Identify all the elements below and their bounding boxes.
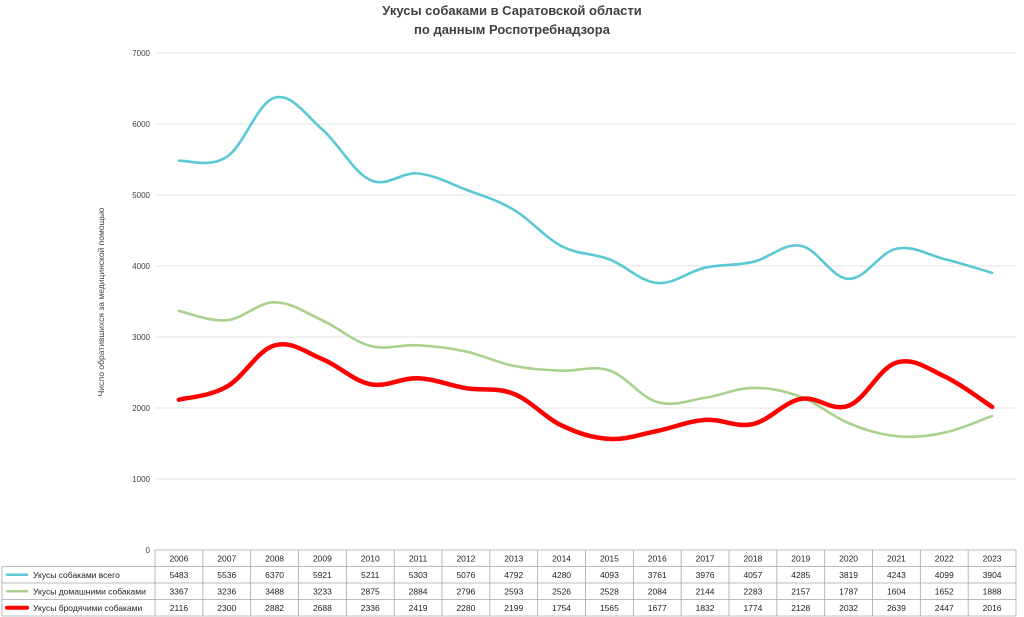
data-label: 4057 <box>743 570 762 580</box>
data-label: 2300 <box>217 603 236 613</box>
data-label: 2032 <box>839 603 858 613</box>
y-tick-label: 6000 <box>132 120 150 129</box>
x-tick-label: 2012 <box>456 553 475 563</box>
data-label: 4280 <box>552 570 571 580</box>
data-label: 2128 <box>791 603 810 613</box>
chart-subtitle: по данным Роспотребнадзора <box>414 22 611 37</box>
data-label: 1832 <box>696 603 715 613</box>
data-label: 1774 <box>743 603 762 613</box>
x-tick-label: 2016 <box>648 553 667 563</box>
data-label: 3367 <box>169 586 188 596</box>
x-tick-label: 2011 <box>409 553 428 563</box>
x-tick-label: 2020 <box>839 553 858 563</box>
y-tick-label: 0 <box>146 546 151 555</box>
y-tick-label: 1000 <box>132 475 150 484</box>
legend-label: Укусы собаками всего <box>33 570 120 580</box>
x-tick-label: 2013 <box>504 553 523 563</box>
data-label: 2639 <box>887 603 906 613</box>
data-label: 1677 <box>648 603 667 613</box>
y-axis-ticks: 0 1000 2000 3000 4000 5000 6000 7000 <box>132 49 150 555</box>
data-label: 2882 <box>265 603 284 613</box>
data-label: 4093 <box>600 570 619 580</box>
data-label: 2144 <box>696 586 715 596</box>
data-label: 5076 <box>456 570 475 580</box>
x-tick-label: 2017 <box>696 553 715 563</box>
series-line-domestic <box>177 301 994 439</box>
data-label: 1604 <box>887 586 906 596</box>
series-line-stray <box>176 342 995 442</box>
gridlines <box>155 52 1016 480</box>
y-tick-label: 7000 <box>132 49 150 58</box>
data-label: 5536 <box>217 570 236 580</box>
data-label: 3761 <box>648 570 667 580</box>
data-label: 2593 <box>504 586 523 596</box>
data-label: 2199 <box>504 603 523 613</box>
data-label: 2336 <box>361 603 380 613</box>
x-tick-label: 2015 <box>600 553 619 563</box>
y-tick-label: 5000 <box>132 191 150 200</box>
data-label: 2884 <box>409 586 428 596</box>
x-tick-label: 2007 <box>217 553 236 563</box>
data-label: 4099 <box>935 570 954 580</box>
data-label: 3904 <box>983 570 1002 580</box>
chart-title: Укусы собаками в Саратовской области <box>382 3 642 18</box>
data-label: 2280 <box>456 603 475 613</box>
data-label: 5211 <box>361 570 380 580</box>
legend-label: Укусы домашними собаками <box>33 586 146 596</box>
data-label: 2419 <box>409 603 428 613</box>
data-table: 2006 2007 2008 2009 2010 2011 2012 2013 2014 2015… <box>1 549 1017 617</box>
series-line-total <box>177 95 994 285</box>
data-label: 5483 <box>169 570 188 580</box>
data-label: 4285 <box>791 570 810 580</box>
data-label: 2084 <box>648 586 667 596</box>
y-tick-label: 3000 <box>132 333 150 342</box>
x-tick-label: 2021 <box>887 553 906 563</box>
data-label: 3236 <box>217 586 236 596</box>
data-label: 3233 <box>313 586 332 596</box>
data-label: 1888 <box>983 586 1002 596</box>
data-label: 2875 <box>361 586 380 596</box>
x-tick-label: 2018 <box>743 553 762 563</box>
data-label: 3488 <box>265 586 284 596</box>
data-label: 2447 <box>935 603 954 613</box>
data-label: 1787 <box>839 586 858 596</box>
data-label: 5303 <box>409 570 428 580</box>
x-tick-label: 2008 <box>265 553 284 563</box>
series-lines <box>176 95 995 442</box>
data-label: 2116 <box>170 603 189 613</box>
x-tick-label: 2014 <box>552 553 571 563</box>
x-tick-label: 2022 <box>935 553 954 563</box>
data-label: 2528 <box>600 586 619 596</box>
data-label: 1652 <box>935 586 954 596</box>
x-tick-label: 2019 <box>791 553 810 563</box>
data-label: 2688 <box>313 603 332 613</box>
data-label: 3819 <box>839 570 858 580</box>
y-tick-label: 2000 <box>132 404 150 413</box>
y-tick-label: 4000 <box>132 262 150 271</box>
data-label: 2526 <box>552 586 571 596</box>
legend-label: Укусы бродячими собаками <box>33 603 142 613</box>
data-label: 3976 <box>696 570 715 580</box>
data-label: 4792 <box>504 570 523 580</box>
data-label: 2283 <box>743 586 762 596</box>
x-tick-label: 2006 <box>169 553 188 563</box>
data-label: 2157 <box>791 586 810 596</box>
data-label: 4243 <box>887 570 906 580</box>
x-tick-label: 2023 <box>983 553 1002 563</box>
data-label: 6370 <box>265 570 284 580</box>
data-label: 2796 <box>456 586 475 596</box>
data-label: 1565 <box>600 603 619 613</box>
data-label: 5921 <box>313 570 332 580</box>
y-axis-label: Число обратившихся за медицинской помощь… <box>96 207 106 396</box>
x-tick-label: 2009 <box>313 553 332 563</box>
data-label: 2016 <box>983 603 1002 613</box>
x-tick-label: 2010 <box>361 553 380 563</box>
data-label: 1754 <box>552 603 571 613</box>
